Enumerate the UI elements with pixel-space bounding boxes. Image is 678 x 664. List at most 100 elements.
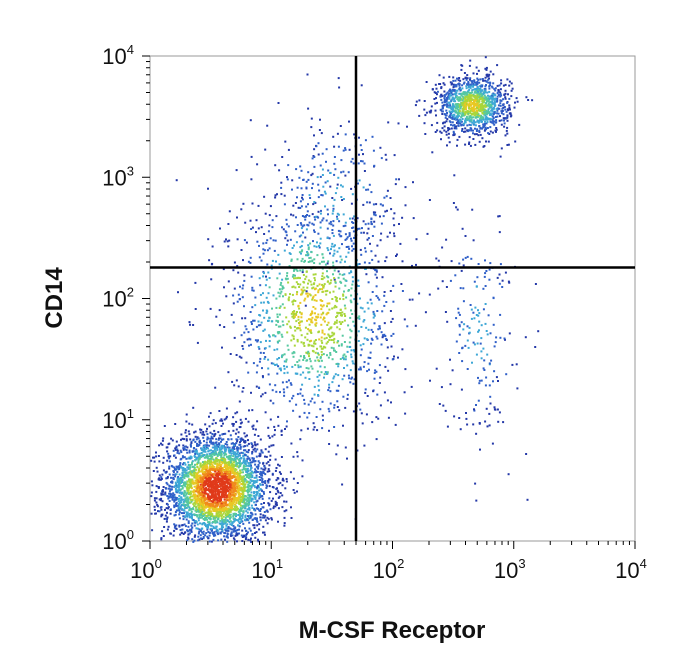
event-dot — [467, 129, 470, 132]
event-dot — [220, 451, 223, 454]
event-dot — [337, 229, 340, 232]
event-dot — [358, 263, 361, 265]
event-dot — [340, 343, 343, 346]
event-dot — [473, 91, 476, 94]
event-dot — [339, 235, 342, 238]
event-dot — [304, 278, 307, 281]
event-dot — [450, 94, 453, 97]
event-dot — [450, 83, 453, 86]
event-dot — [239, 512, 242, 515]
event-dot — [319, 242, 322, 245]
event-dot — [220, 448, 222, 451]
event-dot — [251, 457, 254, 460]
event-dot — [339, 314, 342, 317]
event-dot — [236, 411, 239, 414]
event-dot — [200, 516, 203, 519]
event-dot — [312, 422, 315, 425]
event-dot — [241, 478, 244, 481]
event-dot — [331, 212, 334, 215]
event-dot — [313, 216, 316, 219]
event-dot — [313, 156, 316, 158]
event-dot — [187, 522, 190, 524]
event-dot — [457, 311, 460, 314]
event-dot — [494, 98, 497, 101]
event-dot — [300, 250, 303, 253]
event-dot — [254, 304, 257, 307]
event-dot — [461, 114, 464, 117]
event-dot — [256, 520, 259, 523]
event-dot — [502, 421, 505, 424]
event-dot — [244, 417, 247, 420]
event-dot — [236, 465, 239, 468]
event-dot — [233, 446, 235, 448]
event-dot — [456, 77, 458, 80]
event-dot — [238, 525, 241, 528]
event-dot — [286, 420, 288, 423]
event-dot — [332, 290, 335, 293]
event-dot — [447, 127, 450, 130]
event-dot — [253, 517, 256, 520]
event-dot — [350, 202, 353, 205]
event-dot — [335, 297, 338, 299]
event-dot — [350, 301, 353, 304]
event-dot — [175, 501, 178, 504]
event-dot — [202, 446, 205, 448]
event-dot — [259, 357, 262, 360]
event-dot — [244, 435, 247, 438]
event-dot — [244, 514, 247, 517]
event-dot — [296, 451, 299, 454]
event-dot — [292, 285, 295, 288]
event-dot — [285, 278, 288, 281]
event-dot — [468, 96, 471, 99]
event-dot — [479, 91, 482, 93]
event-dot — [362, 231, 365, 234]
event-dot — [283, 500, 286, 503]
event-dot — [292, 477, 295, 480]
event-dot — [262, 514, 265, 517]
event-dot — [386, 346, 389, 349]
event-dot — [320, 194, 323, 196]
event-dot — [465, 108, 467, 111]
event-dot — [218, 460, 221, 463]
event-dot — [270, 517, 273, 520]
event-dot — [216, 447, 218, 450]
event-dot — [464, 112, 467, 115]
event-dot — [481, 78, 484, 81]
event-dot — [292, 311, 295, 314]
event-dot — [379, 376, 382, 379]
event-dot — [299, 392, 302, 395]
event-dot — [486, 117, 489, 120]
event-dot — [233, 512, 236, 515]
event-dot — [271, 486, 274, 488]
event-dot — [232, 423, 235, 425]
event-dot — [293, 269, 295, 272]
event-dot — [322, 419, 324, 422]
event-dot — [300, 334, 303, 337]
event-dot — [235, 452, 238, 455]
event-dot — [446, 112, 448, 114]
event-dot — [285, 234, 288, 237]
event-dot — [336, 218, 339, 220]
event-dot — [308, 257, 311, 259]
event-dot — [339, 255, 342, 258]
event-dot — [196, 527, 199, 530]
event-dot — [299, 438, 302, 441]
event-dot — [379, 239, 382, 242]
event-dot — [339, 261, 342, 264]
event-dot — [169, 508, 172, 511]
event-dot — [263, 516, 266, 519]
event-dot — [477, 330, 480, 333]
event-dot — [278, 272, 281, 275]
event-dot — [428, 293, 431, 296]
event-dot — [325, 293, 328, 296]
event-dot — [186, 485, 189, 488]
event-dot — [181, 524, 184, 527]
event-dot — [153, 505, 156, 508]
event-dot — [345, 237, 348, 240]
event-dot — [332, 135, 335, 138]
event-dot — [251, 470, 253, 473]
event-dot — [481, 89, 484, 92]
event-dot — [458, 99, 461, 102]
event-dot — [317, 232, 320, 235]
event-dot — [452, 86, 455, 89]
